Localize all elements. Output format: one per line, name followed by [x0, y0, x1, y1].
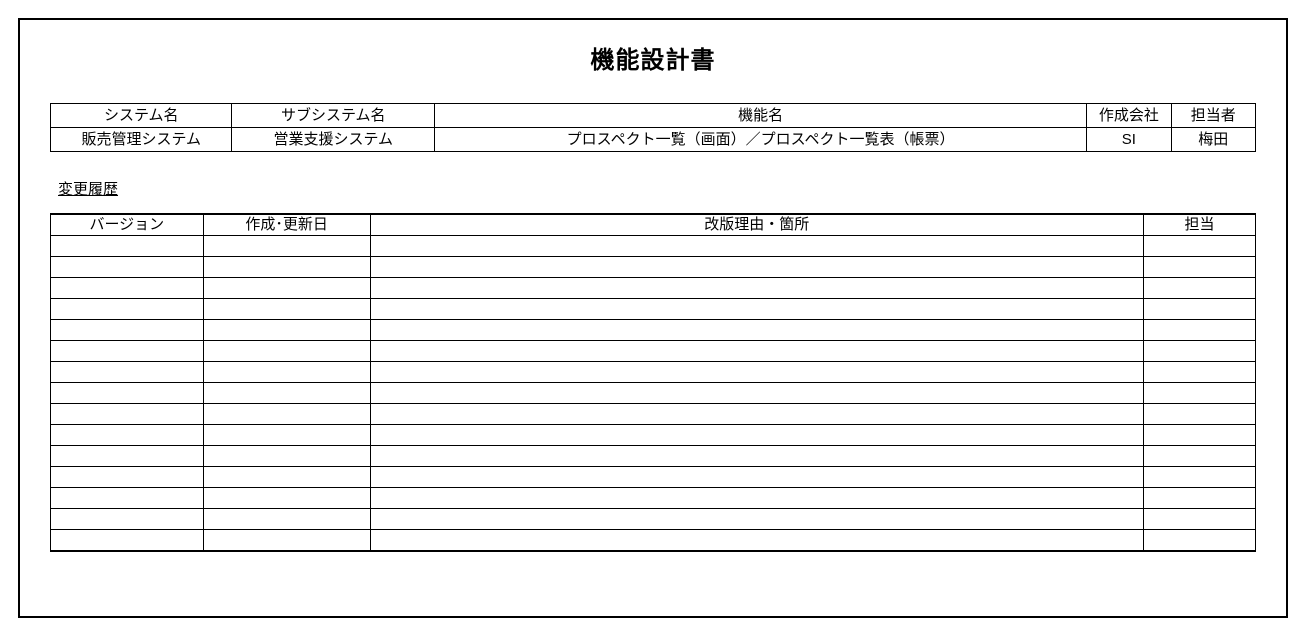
history-cell — [370, 257, 1143, 278]
history-table-row — [51, 278, 1256, 299]
history-table-row — [51, 362, 1256, 383]
history-cell — [370, 320, 1143, 341]
history-table-row — [51, 446, 1256, 467]
history-col-version: バージョン — [51, 215, 204, 236]
history-table-row — [51, 530, 1256, 551]
history-cell — [370, 509, 1143, 530]
history-col-assignee: 担当 — [1144, 215, 1256, 236]
history-cell — [203, 509, 370, 530]
history-cell — [51, 425, 204, 446]
history-cell — [370, 236, 1143, 257]
history-table-row — [51, 341, 1256, 362]
info-value-person: 梅田 — [1171, 128, 1255, 152]
history-cell — [51, 278, 204, 299]
history-cell — [1144, 236, 1256, 257]
info-value-company: SI — [1087, 128, 1171, 152]
history-cell — [1144, 320, 1256, 341]
history-cell — [203, 320, 370, 341]
history-table-row — [51, 383, 1256, 404]
history-table-row — [51, 488, 1256, 509]
history-cell — [51, 404, 204, 425]
history-cell — [1144, 488, 1256, 509]
history-cell — [51, 509, 204, 530]
history-table-wrapper: バージョン 作成･更新日 改版理由・箇所 担当 — [50, 213, 1256, 552]
history-cell — [51, 341, 204, 362]
history-cell — [203, 383, 370, 404]
info-value-function-name: プロスペクト一覧（画面）／プロスペクト一覧表（帳票） — [435, 128, 1087, 152]
history-cell — [1144, 257, 1256, 278]
history-cell — [51, 257, 204, 278]
history-cell — [203, 278, 370, 299]
info-col-subsystem-name: サブシステム名 — [232, 104, 435, 128]
history-cell — [203, 446, 370, 467]
history-cell — [203, 425, 370, 446]
history-table: バージョン 作成･更新日 改版理由・箇所 担当 — [50, 214, 1256, 551]
history-cell — [370, 446, 1143, 467]
info-table: システム名 サブシステム名 機能名 作成会社 担当者 販売管理システム 営業支援… — [50, 103, 1256, 152]
history-cell — [370, 362, 1143, 383]
history-cell — [370, 530, 1143, 551]
history-cell — [370, 278, 1143, 299]
history-cell — [203, 488, 370, 509]
history-cell — [370, 425, 1143, 446]
history-table-header-row: バージョン 作成･更新日 改版理由・箇所 担当 — [51, 215, 1256, 236]
history-table-row — [51, 467, 1256, 488]
history-cell — [370, 467, 1143, 488]
info-value-subsystem-name: 営業支援システム — [232, 128, 435, 152]
info-col-company: 作成会社 — [1087, 104, 1171, 128]
history-cell — [51, 236, 204, 257]
history-table-row — [51, 320, 1256, 341]
history-cell — [1144, 383, 1256, 404]
history-cell — [1144, 299, 1256, 320]
history-cell — [203, 236, 370, 257]
history-cell — [370, 488, 1143, 509]
info-table-header-row: システム名 サブシステム名 機能名 作成会社 担当者 — [51, 104, 1256, 128]
history-cell — [1144, 425, 1256, 446]
history-cell — [203, 257, 370, 278]
history-col-reason: 改版理由・箇所 — [370, 215, 1143, 236]
history-cell — [1144, 341, 1256, 362]
document-frame: 機能設計書 システム名 サブシステム名 機能名 作成会社 担当者 販売管理システ… — [18, 18, 1288, 618]
change-history-label: 変更履歴 — [50, 178, 1256, 199]
history-cell — [51, 383, 204, 404]
info-col-system-name: システム名 — [51, 104, 232, 128]
history-table-row — [51, 425, 1256, 446]
history-cell — [1144, 446, 1256, 467]
history-table-row — [51, 509, 1256, 530]
history-cell — [203, 467, 370, 488]
history-cell — [1144, 404, 1256, 425]
history-cell — [203, 404, 370, 425]
history-cell — [203, 530, 370, 551]
history-cell — [51, 488, 204, 509]
history-cell — [51, 530, 204, 551]
document-title: 機能設計書 — [50, 40, 1256, 75]
history-table-row — [51, 299, 1256, 320]
info-value-system-name: 販売管理システム — [51, 128, 232, 152]
history-cell — [1144, 467, 1256, 488]
history-cell — [203, 362, 370, 383]
history-cell — [1144, 362, 1256, 383]
history-cell — [203, 299, 370, 320]
history-cell — [1144, 530, 1256, 551]
info-col-function-name: 機能名 — [435, 104, 1087, 128]
history-cell — [203, 341, 370, 362]
history-table-row — [51, 257, 1256, 278]
history-cell — [370, 404, 1143, 425]
info-col-person: 担当者 — [1171, 104, 1255, 128]
history-cell — [1144, 278, 1256, 299]
history-cell — [51, 362, 204, 383]
history-cell — [370, 341, 1143, 362]
history-table-row — [51, 236, 1256, 257]
history-cell — [51, 467, 204, 488]
history-cell — [370, 299, 1143, 320]
history-cell — [51, 320, 204, 341]
info-table-data-row: 販売管理システム 営業支援システム プロスペクト一覧（画面）／プロスペクト一覧表… — [51, 128, 1256, 152]
history-cell — [1144, 509, 1256, 530]
history-cell — [51, 299, 204, 320]
history-cell — [370, 383, 1143, 404]
history-col-date: 作成･更新日 — [203, 215, 370, 236]
history-table-row — [51, 404, 1256, 425]
history-cell — [51, 446, 204, 467]
